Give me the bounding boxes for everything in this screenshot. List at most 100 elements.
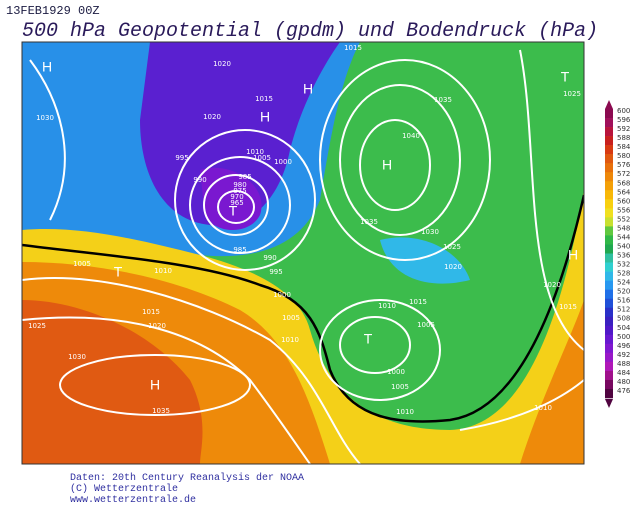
isobar-label: 1010 bbox=[378, 302, 396, 310]
isobar-label: 995 bbox=[269, 268, 282, 276]
colorbar-swatch bbox=[605, 361, 613, 372]
isobar-label: 985 bbox=[238, 173, 251, 181]
isobars bbox=[22, 49, 584, 464]
colorbar-label: 596 bbox=[617, 116, 631, 124]
colorbar-swatch bbox=[605, 343, 613, 354]
footer-line: Daten: 20th Century Reanalysis der NOAA bbox=[70, 472, 304, 484]
isobar-label: 1035 bbox=[434, 96, 452, 104]
colorbar-label: 520 bbox=[617, 288, 630, 296]
pressure-system: H bbox=[382, 157, 392, 173]
colorbar-swatch bbox=[605, 334, 613, 345]
isobar-label: 1015 bbox=[344, 44, 362, 52]
colorbar-label: 584 bbox=[617, 143, 631, 151]
pressure-system: H bbox=[42, 59, 52, 75]
colorbar-swatch bbox=[605, 154, 613, 164]
colorbar-swatch bbox=[605, 379, 613, 390]
colorbar-bottom-arrow bbox=[605, 399, 613, 408]
isobar-label: 975 bbox=[233, 187, 246, 195]
colorbar-label: 544 bbox=[617, 233, 631, 241]
isobar-label: 1010 bbox=[281, 336, 299, 344]
isobar-label: 1020 bbox=[148, 322, 166, 330]
colorbar-swatch bbox=[605, 136, 613, 146]
isobar-label: 1030 bbox=[421, 228, 439, 236]
pressure-system: H bbox=[260, 109, 270, 125]
isobar-label: 1020 bbox=[203, 113, 221, 121]
colorbar-swatch bbox=[605, 199, 613, 209]
pressure-system: H bbox=[150, 377, 160, 393]
isobar-label: 1010 bbox=[396, 408, 414, 416]
colorbar-label: 572 bbox=[617, 170, 630, 178]
colorbar-label: 540 bbox=[617, 242, 630, 250]
colorbar-label: 480 bbox=[617, 378, 630, 386]
colorbar-swatch bbox=[605, 217, 613, 227]
purple-area bbox=[140, 42, 340, 226]
colorbar-label: 560 bbox=[617, 197, 630, 205]
isobar-label: 985 bbox=[233, 246, 246, 254]
colorbar-swatch bbox=[605, 253, 613, 263]
isobar-label: 1015 bbox=[142, 308, 160, 316]
colorbar-swatch bbox=[605, 244, 613, 254]
colorbar-swatch bbox=[605, 163, 613, 173]
colorbar-label: 580 bbox=[617, 152, 630, 160]
isobar-label: 1010 bbox=[246, 148, 264, 156]
colorbar-swatch bbox=[605, 262, 613, 272]
colorbar-label: 484 bbox=[617, 369, 631, 377]
colorbar-swatch bbox=[605, 208, 613, 218]
map-area bbox=[22, 42, 584, 464]
colorbar-label: 496 bbox=[617, 342, 631, 350]
isobar-label: 1005 bbox=[73, 260, 91, 268]
colorbar-swatch bbox=[605, 298, 613, 308]
colorbar-swatch bbox=[605, 118, 613, 128]
colorbar-label: 568 bbox=[617, 179, 630, 187]
isobar-label: 1010 bbox=[534, 404, 552, 412]
isobar-label: 1030 bbox=[68, 353, 86, 361]
cyan-area bbox=[380, 237, 470, 284]
colorbar-swatch bbox=[605, 226, 613, 236]
pressure-system: T bbox=[561, 69, 570, 85]
map-title: 500 hPa Geopotential (gpdm) und Bodendru… bbox=[22, 20, 598, 43]
colorbar-label: 492 bbox=[617, 351, 630, 359]
colorbar-label: 588 bbox=[617, 134, 630, 142]
isobar-label: 970 bbox=[230, 193, 243, 201]
colorbar-label: 552 bbox=[617, 215, 630, 223]
colorbar-label: 536 bbox=[617, 252, 631, 260]
footer-line: www.wetterzentrale.de bbox=[70, 494, 196, 506]
colorbar-swatch bbox=[605, 289, 613, 299]
colorbar-label: 512 bbox=[617, 306, 630, 314]
colorbar-label: 476 bbox=[617, 387, 631, 395]
isobar-label: 1025 bbox=[443, 243, 461, 251]
isobar-label: 1030 bbox=[36, 114, 54, 122]
colorbar-label: 528 bbox=[617, 270, 630, 278]
colorbar-top-arrow bbox=[605, 100, 613, 109]
colorbar-label: 500 bbox=[617, 333, 630, 341]
colorbar-swatch bbox=[605, 181, 613, 191]
contour-552 bbox=[22, 194, 584, 423]
colorbar-label: 576 bbox=[617, 161, 631, 169]
date-label: 13FEB1929 00Z bbox=[6, 4, 100, 18]
colorbar-label: 564 bbox=[617, 188, 631, 196]
colorbar-swatch bbox=[605, 271, 613, 281]
colorbar-label: 488 bbox=[617, 360, 630, 368]
colorbar-swatch bbox=[605, 190, 613, 200]
isobar-label: 990 bbox=[263, 254, 276, 262]
colorbar-label: 532 bbox=[617, 261, 630, 269]
colorbar-swatch bbox=[605, 145, 613, 155]
isobar-label: 995 bbox=[175, 154, 188, 162]
isobar-label: 1020 bbox=[543, 281, 561, 289]
isobar-label: 1025 bbox=[563, 90, 581, 98]
colorbar-swatch bbox=[605, 235, 613, 245]
colorbar-swatch bbox=[605, 316, 613, 327]
colorbar-label: 504 bbox=[617, 324, 631, 332]
isobar-label: 1020 bbox=[444, 263, 462, 271]
colorbar-label: 592 bbox=[617, 125, 630, 133]
colorbar-label: 548 bbox=[617, 224, 630, 232]
pressure-system: T bbox=[364, 331, 373, 347]
isobar-label: 1025 bbox=[28, 322, 46, 330]
isobar-label: 1015 bbox=[409, 298, 427, 306]
colorbar-label: 556 bbox=[617, 206, 631, 214]
colorbar-swatch bbox=[605, 388, 613, 399]
isobar-label: 1035 bbox=[152, 407, 170, 415]
pressure-system: T bbox=[229, 203, 238, 219]
map-frame bbox=[21, 41, 585, 465]
